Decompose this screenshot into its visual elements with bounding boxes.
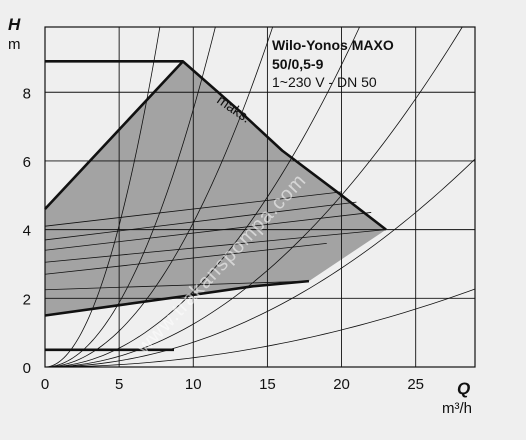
x-tick-label: 15 [259,376,276,393]
control-line [44,191,342,227]
chart-title: Wilo-Yonos MAXO [272,37,394,53]
control-line [44,280,309,291]
operating-range [45,61,387,316]
min-curve [44,279,310,317]
plot-frame [44,26,476,368]
max-curve [44,60,387,231]
x-tick-label: 25 [407,376,424,393]
operating-range-fill [45,61,387,316]
y-tick-label: 4 [23,223,31,240]
chart-subtitle-model: 50/0,5-9 [272,56,324,72]
x-axis-symbol: Q [457,379,470,398]
y-axis-unit: m [8,36,21,53]
system-curve [44,26,216,368]
y-tick-label: 0 [23,360,31,377]
y-tick-label: 6 [23,154,31,171]
system-curves [44,26,476,368]
system-curve [44,26,360,368]
x-tick-label: 5 [115,376,123,393]
control-lines [44,191,387,291]
control-line [44,229,387,263]
x-tick-label: 10 [185,376,202,393]
system-curve [44,26,161,368]
system-curve [44,158,476,368]
x-axis-unit: m³/h [442,400,472,417]
control-line [44,242,327,275]
system-curve [44,26,274,368]
control-line [44,212,372,251]
y-axis-symbol: H [8,15,21,34]
pump-curves [44,60,387,352]
y-tick-label: 8 [23,85,31,102]
control-line [44,201,357,241]
x-tick-label: 0 [41,376,49,393]
tick-labels: 0 5 10 15 20 25 0 2 4 6 8 [23,85,424,393]
y-tick-label: 2 [23,291,31,308]
system-curve [44,26,463,368]
system-curve [44,288,476,368]
x-tick-label: 20 [333,376,350,393]
chart-subtitle-voltage: 1~230 V - DN 50 [272,74,377,90]
grid [45,27,475,367]
